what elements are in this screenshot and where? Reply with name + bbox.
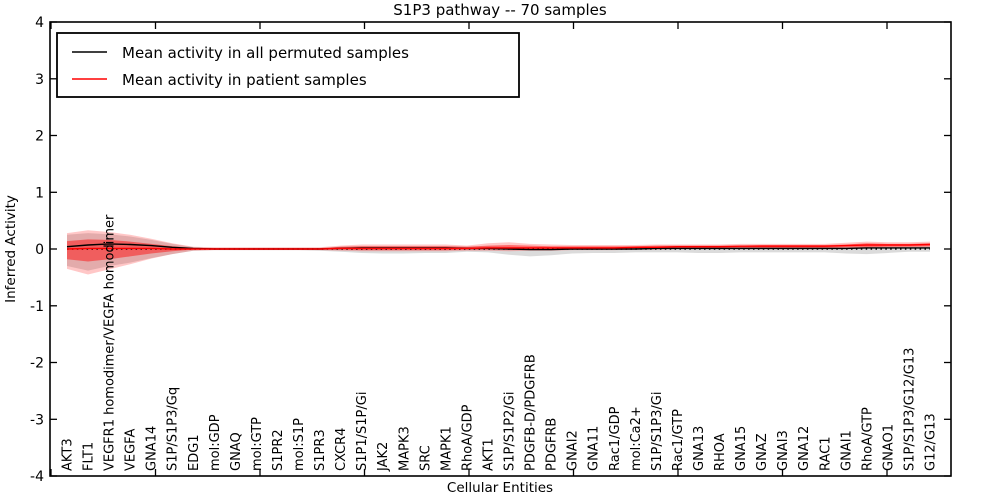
- x-category-label: Rac1/GDP: [608, 406, 623, 471]
- x-category-label: GNA15: [734, 426, 749, 471]
- x-category-label: S1PR2: [271, 429, 286, 471]
- x-category-label: Rac1/GTP: [671, 409, 686, 471]
- x-category-label: G12/G13: [924, 413, 939, 471]
- y-tick-label: 1: [35, 185, 44, 201]
- x-category-label: MAPK3: [397, 426, 412, 471]
- x-category-label: S1P1/S1P/Gi: [355, 392, 370, 471]
- band-permuted-samples-range: [67, 233, 930, 271]
- legend: Mean activity in all permuted samples Me…: [56, 32, 520, 98]
- x-category-label: SRC: [418, 445, 433, 471]
- x-category-label: VEGFR1 homodimer/VEGFA homodimer: [103, 214, 118, 471]
- x-category-labels: AKT3 FLT1 VEGFR1 homodimer/VEGFA homodimer…: [61, 214, 939, 472]
- x-category-label: mol:Ca2+: [629, 406, 644, 471]
- x-category-label: GNA12: [797, 426, 812, 471]
- y-tick-label: 2: [35, 129, 44, 145]
- x-category-label: RAC1: [818, 436, 833, 471]
- x-category-label: MAPK1: [439, 426, 454, 471]
- y-tick-label: 0: [35, 242, 44, 258]
- x-category-label: PDGFB-D/PDGFRB: [524, 354, 539, 471]
- series-lines: [66, 243, 931, 251]
- x-category-label: EDG1: [187, 434, 202, 471]
- x-category-label: GNAI2: [566, 430, 581, 471]
- x-category-label: GNAZ: [755, 433, 770, 471]
- x-category-label: AKT1: [482, 438, 497, 471]
- y-axis-label: Inferred Activity: [3, 195, 19, 303]
- x-category-label: VEGFA: [124, 429, 139, 471]
- x-category-label: GNAI1: [839, 430, 854, 471]
- y-tick-label: -1: [30, 299, 44, 315]
- chart-title: S1P3 pathway -- 70 samples: [393, 1, 607, 19]
- y-tick-label: -4: [30, 469, 44, 485]
- x-category-label: S1P/S1P3/G12/G13: [903, 348, 918, 471]
- y-tick-label: -3: [30, 412, 44, 428]
- x-category-label: RHOA: [713, 433, 728, 471]
- x-category-label: AKT3: [61, 438, 76, 471]
- x-category-label: GNA13: [692, 426, 707, 471]
- x-category-label: PDGFRB: [545, 418, 560, 471]
- x-category-label: mol:GTP: [250, 417, 265, 471]
- x-category-label: S1P/S1P3/Gi: [650, 392, 665, 471]
- x-category-label: CXCR4: [334, 428, 349, 471]
- y-tick-labels: 4 3 2 1 0 -1 -2 -3 -4: [30, 15, 44, 485]
- x-category-label: S1P/S1P3/Gq: [166, 387, 181, 471]
- legend-label-permuted: Mean activity in all permuted samples: [122, 44, 409, 62]
- x-category-label: GNAQ: [229, 432, 244, 471]
- uncertainty-bands: [67, 230, 930, 275]
- plot-frame: [49, 21, 952, 477]
- y-tick-label: 3: [35, 72, 44, 88]
- x-category-label: GNAI3: [776, 430, 791, 471]
- x-category-label: JAK2: [376, 442, 391, 472]
- x-category-label: RhoA/GTP: [860, 407, 875, 471]
- x-axis-label: Cellular Entities: [447, 480, 553, 496]
- x-category-label: S1P/S1P2/Gi: [503, 392, 518, 471]
- series-line-1: [66, 243, 931, 250]
- x-category-label: mol:S1P: [292, 418, 307, 471]
- x-category-label: GNA14: [145, 426, 160, 471]
- y-tick-label: -2: [30, 356, 44, 372]
- x-category-label: GNA11: [587, 426, 602, 471]
- x-category-label: FLT1: [82, 442, 97, 471]
- x-category-label: GNAO1: [881, 424, 896, 471]
- x-category-label: S1PR3: [313, 429, 328, 471]
- x-category-label: mol:GDP: [208, 414, 223, 471]
- legend-label-patient: Mean activity in patient samples: [122, 71, 367, 89]
- legend-box: [56, 32, 520, 98]
- y-tick-label: 4: [35, 15, 44, 31]
- x-category-label: RhoA/GDP: [460, 404, 475, 471]
